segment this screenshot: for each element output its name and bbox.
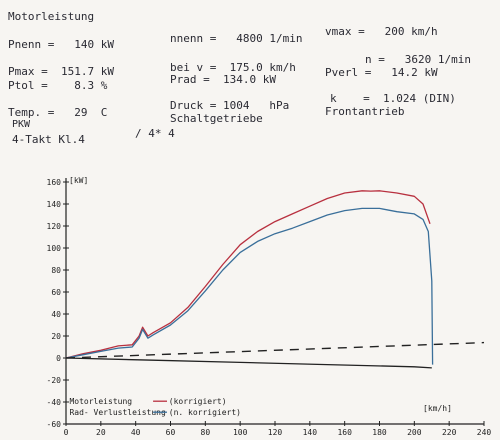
transmission: Schaltgetriebe [170, 112, 263, 125]
y-axis-label: [kW] [69, 176, 88, 185]
y-tick-label: 60 [51, 288, 61, 297]
y-tick-label: 140 [47, 200, 62, 209]
x-tick-label: 200 [407, 428, 422, 437]
vmax-value: vmax = 200 km/h [325, 25, 438, 38]
x-tick-label: 80 [201, 428, 211, 437]
druck-value: Druck = 1004 hPa [170, 99, 290, 112]
k-value: k = 1.024 (DIN) [330, 92, 456, 105]
y-tick-label: 120 [47, 222, 62, 231]
ptol-value: Ptol = 8.3 % [8, 79, 108, 92]
drive-type: Frontantrieb [325, 105, 405, 118]
x-tick-label: 240 [477, 428, 492, 437]
y-tick-label: 160 [47, 178, 62, 187]
chart-series [65, 190, 485, 369]
y-tick-label: 100 [47, 244, 62, 253]
x-tick-label: 180 [372, 428, 387, 437]
x-tick-label: 40 [131, 428, 141, 437]
report-title: Motorleistung [8, 10, 95, 23]
y-tick-label: 0 [56, 354, 61, 363]
prad-value: Prad = 134.0 kW [170, 73, 276, 86]
pverl-value: Pverl = 14.2 kW [325, 66, 438, 79]
x-tick-label: 220 [442, 428, 457, 437]
bei-v-value: bei v = 175.0 km/h [170, 61, 296, 74]
legend-label: Motorleistung [69, 397, 132, 406]
y-tick-label: 40 [51, 310, 61, 319]
legend-label: Rad- Verlustleistung [69, 408, 166, 417]
y-tick-label: -60 [47, 420, 62, 429]
x-tick-label: 120 [268, 428, 283, 437]
x-tick-label: 20 [96, 428, 106, 437]
y-tick-label: 80 [51, 266, 61, 275]
n-value: n = 3620 1/min [365, 53, 471, 66]
x-tick-label: 160 [337, 428, 352, 437]
x-axis-label: [km/h] [423, 404, 452, 413]
chart-axes [65, 178, 484, 425]
series-line-trend [65, 341, 485, 359]
chart-legend: Motorleistung (korrigiert)Rad- Verlustlei… [69, 397, 241, 417]
nnenn-value: nnenn = 4800 1/min [170, 32, 303, 45]
pnenn-value: Pnenn = 140 kW [8, 38, 114, 51]
temp-value: Temp. = 29 C [8, 106, 108, 119]
legend-marker: (korrigiert) [169, 397, 227, 406]
x-tick-label: 100 [233, 428, 248, 437]
series-line-motorleistung [65, 190, 431, 359]
series-line-rad-verlustleistung [65, 207, 434, 365]
x-tick-label: 140 [303, 428, 318, 437]
y-tick-label: -20 [47, 376, 62, 385]
y-tick-label: -40 [47, 398, 62, 407]
x-tick-label: 60 [166, 428, 176, 437]
legend-marker: (n. korrigiert) [169, 408, 241, 417]
pmax-value: Pmax = 151.7 kW [8, 65, 114, 78]
vehicle-type: PKW [12, 119, 31, 130]
x-tick-label: 0 [64, 428, 69, 437]
y-tick-label: 20 [51, 332, 61, 341]
gear-info: / 4* 4 [135, 127, 175, 140]
engine-class: 4-Takt Kl.4 [12, 133, 85, 146]
series-line-verlust [65, 357, 432, 369]
